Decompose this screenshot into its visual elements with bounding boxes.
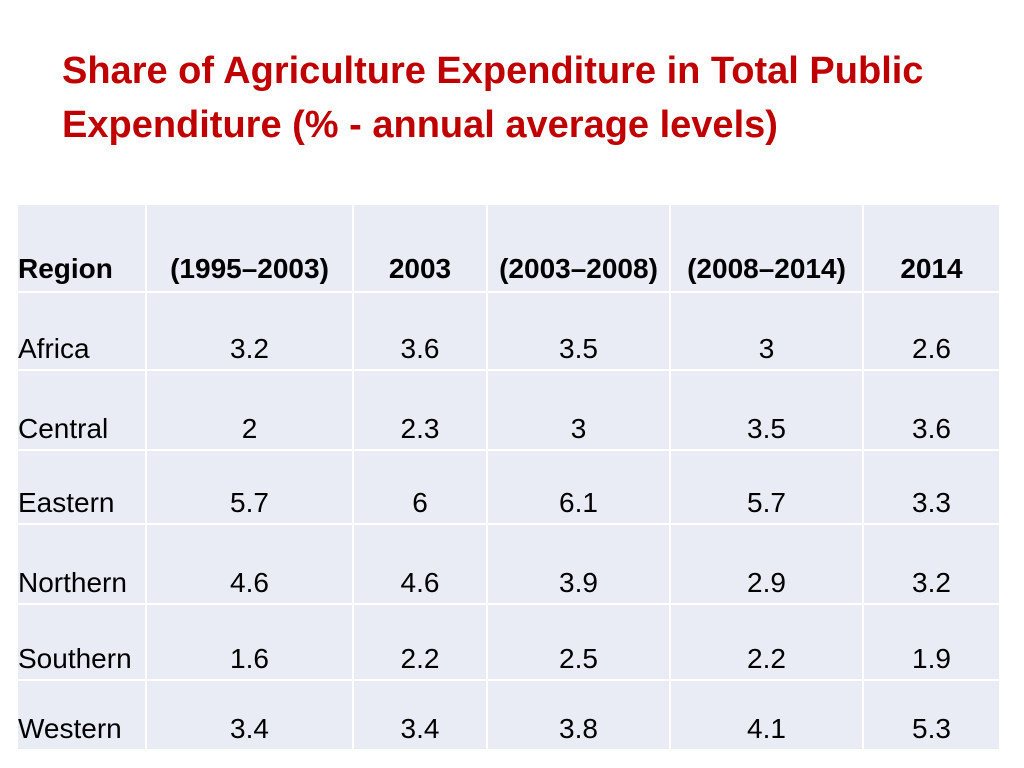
- table-row: Northern 4.6 4.6 3.9 2.9 3.2: [16, 523, 1001, 605]
- table-cell: 3.3: [862, 449, 1001, 525]
- table-cell: 6.1: [486, 449, 671, 525]
- slide-title: Share of Agriculture Expenditure in Tota…: [62, 50, 924, 146]
- table-cell: 3.8: [486, 679, 671, 751]
- table-cell: 3.9: [486, 523, 671, 605]
- table-cell: 3: [486, 369, 671, 451]
- row-label-western: Western: [16, 679, 147, 751]
- header-2014: 2014: [862, 203, 1001, 293]
- table-row: Eastern 5.7 6 6.1 5.7 3.3: [16, 449, 1001, 525]
- table-row: Southern 1.6 2.2 2.5 2.2 1.9: [16, 603, 1001, 681]
- expenditure-table: Region (1995–2003) 2003 (2003–2008) (200…: [16, 203, 1001, 751]
- table-cell: 3.4: [352, 679, 488, 751]
- table-cell: 3.2: [862, 523, 1001, 605]
- table-cell: 3.5: [486, 291, 671, 371]
- table-cell: 2.9: [669, 523, 864, 605]
- table-cell: 2.5: [486, 603, 671, 681]
- header-2003: 2003: [352, 203, 488, 293]
- table-row: Central 2 2.3 3 3.5 3.6: [16, 369, 1001, 451]
- table-cell: 4.1: [669, 679, 864, 751]
- table-row: Africa 3.2 3.6 3.5 3 2.6: [16, 291, 1001, 371]
- table-cell: 1.9: [862, 603, 1001, 681]
- table-cell: 6: [352, 449, 488, 525]
- row-label-southern: Southern: [16, 603, 147, 681]
- table-cell: 5.7: [145, 449, 354, 525]
- table-cell: 2.2: [352, 603, 488, 681]
- table-cell: 3.5: [669, 369, 864, 451]
- table-cell: 5.7: [669, 449, 864, 525]
- table-cell: 1.6: [145, 603, 354, 681]
- table-cell: 2.2: [669, 603, 864, 681]
- table-cell: 2.3: [352, 369, 488, 451]
- table-cell: 4.6: [145, 523, 354, 605]
- row-label-eastern: Eastern: [16, 449, 147, 525]
- row-label-africa: Africa: [16, 291, 147, 371]
- table-cell: 3.2: [145, 291, 354, 371]
- table-cell: 4.6: [352, 523, 488, 605]
- header-2008-2014: (2008–2014): [669, 203, 864, 293]
- header-region: Region: [16, 203, 147, 293]
- table-cell: 2.6: [862, 291, 1001, 371]
- table-cell: 2: [145, 369, 354, 451]
- table-cell: 3.4: [145, 679, 354, 751]
- row-label-northern: Northern: [16, 523, 147, 605]
- header-1995-2003: (1995–2003): [145, 203, 354, 293]
- table-cell: 3: [669, 291, 864, 371]
- table-cell: 3.6: [862, 369, 1001, 451]
- table-cell: 3.6: [352, 291, 488, 371]
- table-row: Western 3.4 3.4 3.8 4.1 5.3: [16, 679, 1001, 751]
- row-label-central: Central: [16, 369, 147, 451]
- table-cell: 5.3: [862, 679, 1001, 751]
- table-header-row: Region (1995–2003) 2003 (2003–2008) (200…: [16, 203, 1001, 293]
- header-2003-2008: (2003–2008): [486, 203, 671, 293]
